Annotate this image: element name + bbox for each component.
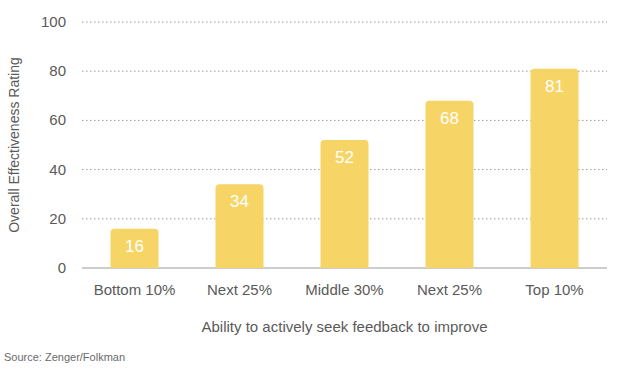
x-tick-label: Bottom 10%	[94, 281, 176, 298]
x-tick-label: Next 25%	[417, 281, 482, 298]
grid-line	[82, 120, 607, 121]
grid-line	[82, 22, 607, 23]
data-label: 16	[125, 237, 144, 256]
source: Source: Zenger/Folkman	[4, 351, 125, 363]
y-axis-label: Overall Effectiveness Rating	[6, 57, 22, 233]
x-tick-label: Top 10%	[525, 281, 583, 298]
x-axis-label: Ability to actively seek feedback to imp…	[202, 318, 488, 335]
bar	[216, 184, 264, 268]
y-tick-label: 20	[49, 210, 66, 227]
data-label: 68	[440, 109, 459, 128]
data-label: 81	[545, 77, 564, 96]
y-tick-label: 40	[49, 161, 66, 178]
bar	[531, 69, 579, 268]
x-tick-label: Middle 30%	[305, 281, 383, 298]
bars	[111, 69, 579, 268]
y-tick-label: 80	[49, 62, 66, 79]
y-tick-label: 0	[58, 259, 66, 276]
grid-line	[82, 71, 607, 72]
bar	[111, 229, 159, 268]
y-tick-label: 60	[49, 111, 66, 128]
x-tick-label: Next 25%	[207, 281, 272, 298]
chart: 0 20 40 60 80 100 16 34 52 68 81 Bottom 10% Next 25%…	[0, 0, 619, 371]
y-tick-label: 100	[41, 13, 66, 30]
data-label: 34	[230, 192, 249, 211]
data-label: 52	[335, 148, 354, 167]
bar	[426, 101, 474, 268]
bar	[321, 140, 369, 268]
